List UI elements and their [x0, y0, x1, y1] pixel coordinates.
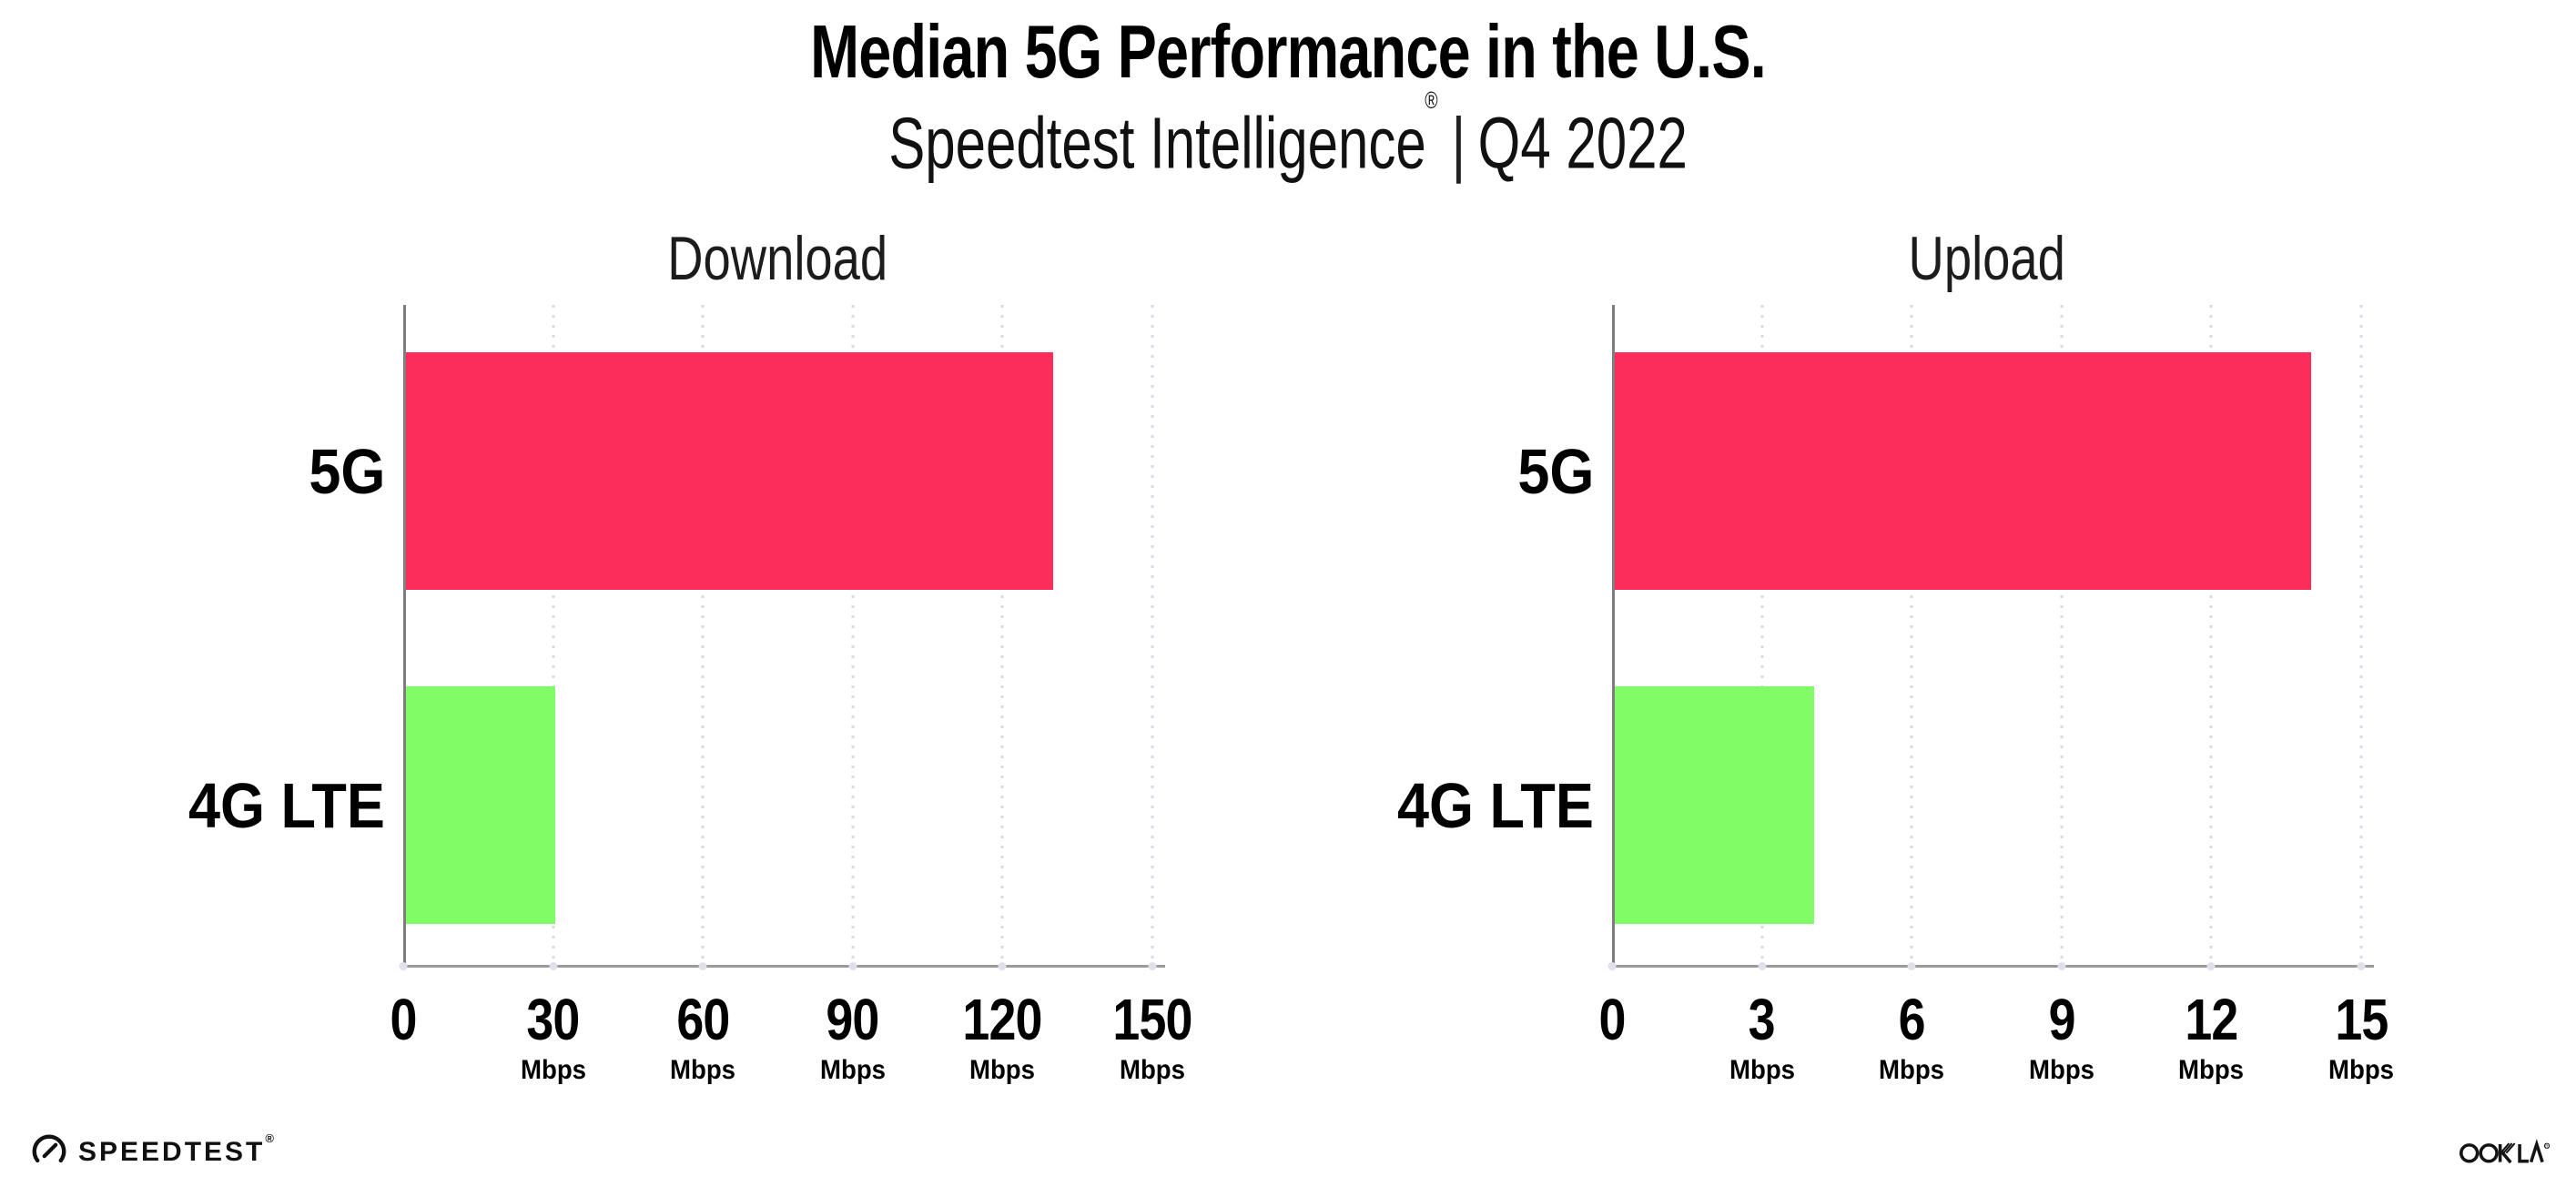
x-tick-15: 15 Mbps — [2326, 987, 2397, 1085]
bar-4g-lte — [406, 686, 555, 925]
tick-value: 150 — [1112, 987, 1192, 1052]
axis-tick-dot — [848, 962, 857, 970]
x-tick-150: 150 Mbps — [1105, 987, 1200, 1085]
x-tick-3: 3 Mbps — [1726, 987, 1797, 1085]
axis-tick-dot — [1607, 962, 1617, 970]
gridline-150 — [1151, 305, 1154, 965]
upload-chart-panel: Upload 5G 4G LTE 0 3 Mbps 6 Mbps 9 Mbps 12 Mbps 15… — [1321, 218, 2422, 1165]
tick-unit: Mbps — [1119, 1055, 1186, 1085]
download-chart-title: Download — [667, 224, 888, 293]
axis-tick-dot — [2057, 962, 2066, 970]
subtitle-brand: Speedtest Intelligence — [888, 102, 1426, 184]
speedtest-logo: SPEEDTEST® — [30, 1131, 274, 1169]
category-label-4g-lte: 4G LTE — [1397, 769, 1594, 841]
x-tick-120: 120 Mbps — [956, 987, 1050, 1085]
download-category-labels: 5G 4G LTE — [112, 305, 385, 965]
upload-chart-title: Upload — [1908, 224, 2065, 293]
gridline-60 — [701, 305, 705, 965]
subtitle-divider: | — [1451, 102, 1466, 184]
tick-value: 9 — [2048, 987, 2075, 1052]
gridline-90 — [851, 305, 855, 965]
tick-value: 0 — [1598, 987, 1626, 1052]
upload-x-tick-labels: 0 3 Mbps 6 Mbps 9 Mbps 12 Mbps 15 Mbps — [1598, 987, 2394, 1138]
gridline-12 — [2209, 305, 2213, 965]
axis-tick-dot — [549, 962, 558, 970]
x-tick-6: 6 Mbps — [1876, 987, 1947, 1085]
tick-unit: Mbps — [520, 1055, 586, 1085]
tick-unit: Mbps — [819, 1055, 886, 1085]
bar-4g-lte — [1615, 686, 1814, 925]
y-axis-line — [403, 305, 406, 965]
gridline-15 — [2359, 305, 2363, 965]
axis-tick-dot — [1907, 962, 1916, 970]
axis-tick-dot — [1758, 962, 1767, 970]
svg-text:R: R — [2545, 1144, 2549, 1150]
tick-unit: Mbps — [1729, 1055, 1795, 1085]
tick-value: 30 — [526, 987, 581, 1052]
tick-unit: Mbps — [969, 1055, 1036, 1085]
gridline-9 — [2060, 305, 2064, 965]
page-subtitle: Speedtest Intelligence® | Q4 2022 — [0, 86, 2576, 184]
axis-tick-dot — [1148, 962, 1157, 970]
subtitle-period: Q4 2022 — [1477, 102, 1688, 184]
registered-mark: ® — [1425, 86, 1438, 114]
category-label-5g: 5G — [1516, 435, 1594, 507]
tick-value: 60 — [676, 987, 730, 1052]
tick-unit: Mbps — [670, 1055, 736, 1085]
x-axis-line — [400, 965, 1165, 968]
upload-plot-area — [1607, 305, 2374, 970]
speedtest-wordmark: SPEEDTEST® — [78, 1131, 274, 1167]
bar-5g — [406, 352, 1053, 591]
tick-value: 6 — [1898, 987, 1926, 1052]
bar-5g — [1615, 352, 2312, 591]
axis-tick-dot — [399, 962, 408, 970]
tick-value: 0 — [390, 987, 417, 1052]
gridline-30 — [552, 305, 555, 965]
gridline-3 — [1760, 305, 1764, 965]
x-tick-9: 9 Mbps — [2026, 987, 2097, 1085]
tick-value: 90 — [826, 987, 880, 1052]
x-tick-60: 60 Mbps — [667, 987, 738, 1085]
download-bars — [406, 305, 1152, 965]
x-axis-line — [1608, 965, 2374, 968]
x-tick-30: 30 Mbps — [517, 987, 588, 1085]
ookla-logo: R — [2459, 1138, 2551, 1170]
tick-unit: Mbps — [1879, 1055, 1945, 1085]
y-axis-line — [1612, 305, 1615, 965]
page-title: Median 5G Performance in the U.S. — [810, 9, 1767, 94]
gridline-6 — [1910, 305, 1913, 965]
x-tick-12: 12 Mbps — [2175, 987, 2246, 1085]
download-plot-area — [399, 305, 1165, 970]
axis-tick-dot — [2206, 962, 2216, 970]
x-tick-90: 90 Mbps — [817, 987, 888, 1085]
axis-tick-dot — [698, 962, 707, 970]
registered-mark: ® — [265, 1131, 274, 1145]
x-tick-0: 0 — [1597, 987, 1628, 1052]
upload-category-labels: 5G 4G LTE — [1321, 305, 1594, 965]
tick-value: 120 — [962, 987, 1043, 1052]
ookla-wordmark-icon: R — [2459, 1139, 2551, 1164]
axis-tick-dot — [2357, 962, 2366, 970]
tick-unit: Mbps — [2328, 1055, 2395, 1085]
tick-unit: Mbps — [2028, 1055, 2094, 1085]
speedtest-gauge-icon — [32, 1134, 66, 1163]
x-tick-0: 0 — [388, 987, 420, 1052]
category-label-4g-lte: 4G LTE — [188, 769, 385, 841]
download-chart-panel: Download 5G 4G LTE 0 30 Mbps 60 Mbps 90 Mbps 120… — [112, 218, 1213, 1165]
tick-unit: Mbps — [2178, 1055, 2245, 1085]
tick-value: 3 — [1749, 987, 1776, 1052]
category-label-5g: 5G — [308, 435, 385, 507]
tick-value: 15 — [2334, 987, 2388, 1052]
tick-value: 12 — [2185, 987, 2238, 1052]
axis-tick-dot — [998, 962, 1007, 970]
gridline-120 — [1000, 305, 1004, 965]
upload-bars — [1615, 305, 2361, 965]
download-x-tick-labels: 0 30 Mbps 60 Mbps 90 Mbps 120 Mbps 150 Mbps — [390, 987, 1192, 1138]
